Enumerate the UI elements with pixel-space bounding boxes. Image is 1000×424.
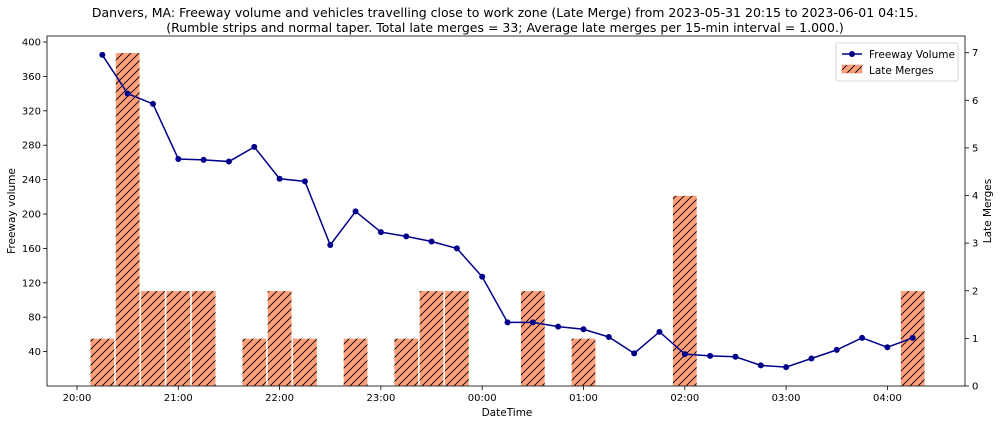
y-left-tick-label: 360 <box>22 72 41 83</box>
late-merge-bar <box>672 195 698 387</box>
volume-point <box>124 90 131 97</box>
volume-point <box>732 353 739 360</box>
legend-label-merges: Late Merges <box>869 65 933 77</box>
plot-frame <box>46 35 966 387</box>
volume-point <box>99 51 106 58</box>
late-merge-bar <box>267 290 293 387</box>
y-axis-right-label: Late Merges <box>982 179 994 243</box>
volume-point <box>631 350 638 357</box>
late-merge-bar <box>343 338 369 387</box>
y-left-tick-label: 280 <box>22 141 41 152</box>
late-merge-bar <box>89 338 115 387</box>
volume-point <box>149 100 156 107</box>
volume-point <box>884 344 891 351</box>
y-left-tick-label: 160 <box>22 244 41 255</box>
legend-box <box>835 42 959 82</box>
volume-point <box>276 175 283 182</box>
volume-point <box>428 238 435 245</box>
y-left-tick-label: 320 <box>22 106 41 117</box>
y-right-tick-label: 1 <box>972 334 978 345</box>
y-left-tick-label: 80 <box>28 313 41 324</box>
volume-point <box>327 241 334 248</box>
late-merge-bar <box>115 52 141 387</box>
x-axis: 20:00 21:00 22:00 23:00 00:00 01:00 02:00 03:00… <box>63 386 902 404</box>
volume-point <box>859 334 866 341</box>
y-right-tick-label: 0 <box>972 382 978 393</box>
volume-point <box>580 326 587 333</box>
volume-point <box>479 273 486 280</box>
volume-point <box>403 233 410 240</box>
volume-point <box>504 319 511 326</box>
volume-point <box>808 355 815 362</box>
late-merge-bar <box>165 290 191 387</box>
late-merge-bar <box>292 338 318 387</box>
chart-title: Danvers, MA: Freeway volume and vehicles… <box>92 5 918 20</box>
legend-marker-icon <box>849 51 855 57</box>
volume-point <box>529 319 536 326</box>
late-merge-bar <box>419 290 445 387</box>
volume-point <box>833 346 840 353</box>
y-left-tick-label: 240 <box>22 175 41 186</box>
legend-label-volume: Freeway Volume <box>869 49 955 61</box>
x-axis-label: DateTime <box>482 407 533 419</box>
chart-subtitle: (Rumble strips and normal taper. Total l… <box>166 20 844 35</box>
x-tick-label: 22:00 <box>265 393 294 404</box>
volume-point <box>352 208 359 215</box>
volume-point <box>681 351 688 358</box>
legend: Freeway Volume Late Merges <box>835 42 959 82</box>
x-tick-label: 02:00 <box>670 393 699 404</box>
volume-point <box>175 155 182 162</box>
late-merge-bar <box>520 290 546 387</box>
volume-point <box>251 143 258 150</box>
y-axis-left-label: Freeway volume <box>6 168 18 254</box>
y-axis-right: 0 1 2 3 4 5 6 7 <box>965 48 978 393</box>
volume-point <box>757 362 764 369</box>
volume-point <box>656 328 663 335</box>
legend-hatch-icon <box>841 64 863 74</box>
x-tick-label: 23:00 <box>366 393 395 404</box>
late-merge-bar <box>140 290 166 387</box>
volume-point <box>301 178 308 185</box>
x-tick-label: 01:00 <box>569 393 598 404</box>
late-merge-bar <box>571 338 596 387</box>
y-left-tick-label: 200 <box>22 210 41 221</box>
y-left-tick-label: 40 <box>28 347 41 358</box>
y-right-tick-label: 4 <box>972 191 978 202</box>
volume-point <box>555 323 562 330</box>
x-tick-label: 00:00 <box>468 393 497 404</box>
late-merge-bar <box>444 290 470 387</box>
x-tick-label: 04:00 <box>873 393 902 404</box>
y-right-tick-label: 7 <box>972 48 978 59</box>
y-left-tick-label: 400 <box>22 38 41 49</box>
x-tick-label: 20:00 <box>63 393 92 404</box>
y-right-tick-label: 5 <box>972 143 978 154</box>
y-axis-left: 40 80 120 160 200 240 280 320 360 400 <box>22 38 47 358</box>
y-left-tick-label: 120 <box>22 278 41 289</box>
late-merge-bar <box>393 338 419 387</box>
x-tick-label: 03:00 <box>772 393 801 404</box>
volume-point <box>200 156 207 163</box>
volume-point <box>707 352 714 359</box>
y-right-tick-label: 2 <box>972 286 978 297</box>
volume-point <box>225 158 232 165</box>
volume-point <box>453 245 460 252</box>
late-merge-bar <box>191 290 217 387</box>
y-right-tick-label: 6 <box>972 96 978 107</box>
y-right-tick-label: 3 <box>972 239 978 250</box>
volume-point <box>377 229 384 236</box>
x-tick-label: 21:00 <box>164 393 193 404</box>
freeway-volume-line <box>99 51 916 371</box>
volume-point <box>909 334 916 341</box>
late-merge-bar <box>241 338 267 387</box>
volume-point <box>605 333 612 340</box>
late-merges-bars <box>89 52 926 387</box>
volume-point <box>783 364 790 371</box>
